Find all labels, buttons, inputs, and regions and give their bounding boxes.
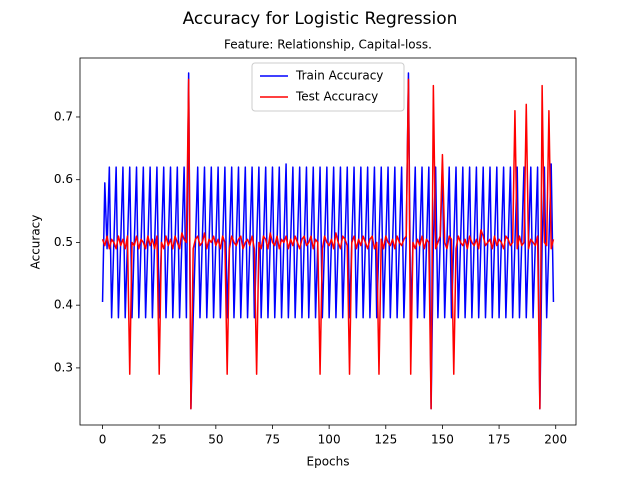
x-tick-label: 175 — [488, 433, 511, 447]
chart-subtitle: Feature: Relationship, Capital-loss. — [224, 38, 432, 52]
x-tick-label: 150 — [431, 433, 454, 447]
x-axis-label: Epochs — [307, 455, 350, 469]
x-tick-label: 0 — [99, 433, 107, 447]
axes-frame — [79, 57, 577, 426]
y-axis-label: Accuracy — [29, 215, 43, 270]
legend-box — [251, 62, 405, 112]
y-tick-label: 0.5 — [54, 235, 73, 249]
x-tick-label: 125 — [374, 433, 397, 447]
x-tick-label: 75 — [265, 433, 280, 447]
series-line — [101, 72, 555, 410]
x-tick-label: 200 — [544, 433, 567, 447]
legend-label: Train Accuracy — [295, 69, 383, 83]
series-line — [101, 78, 555, 410]
x-tick-label: 100 — [318, 433, 341, 447]
y-tick-label: 0.7 — [54, 109, 73, 123]
y-tick-label: 0.3 — [54, 360, 73, 374]
chart-title: Accuracy for Logistic Regression — [183, 9, 458, 29]
legend-label: Test Accuracy — [295, 90, 378, 104]
y-tick-label: 0.4 — [54, 298, 73, 312]
y-tick-label: 0.6 — [54, 172, 73, 186]
x-tick-label: 50 — [208, 433, 223, 447]
x-tick-label: 25 — [152, 433, 167, 447]
